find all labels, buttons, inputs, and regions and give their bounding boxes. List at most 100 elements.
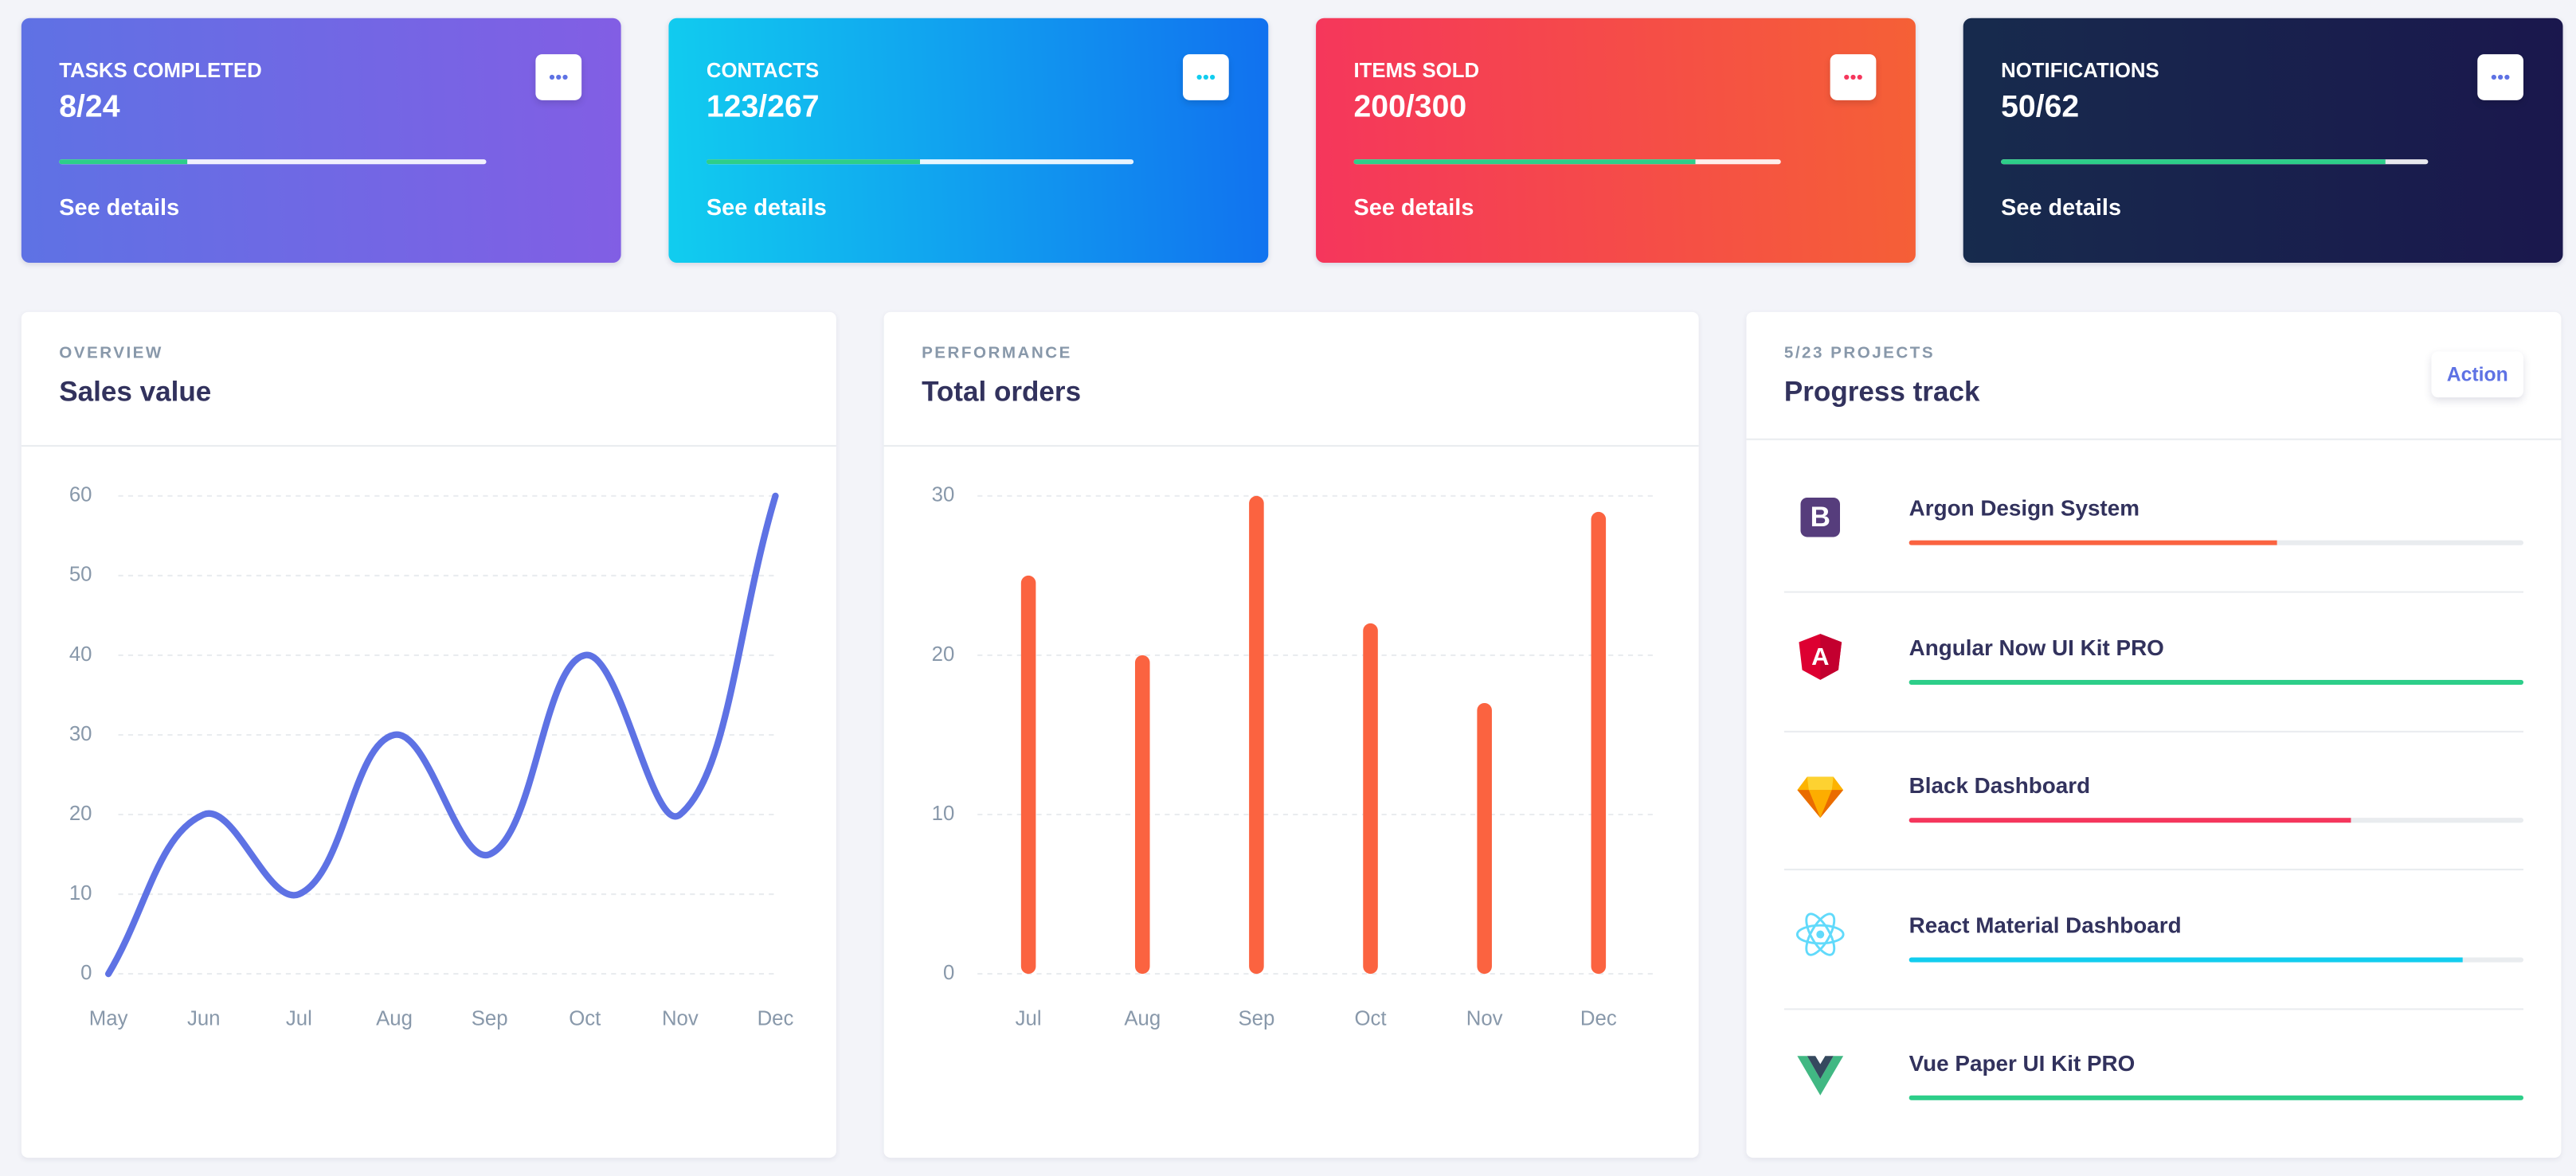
bar: [1249, 495, 1264, 975]
vue-icon: [1797, 1056, 1844, 1096]
project-name: Angular Now UI Kit PRO: [1909, 635, 2164, 660]
sketch-icon: [1797, 776, 1844, 819]
dot: [1844, 74, 1850, 80]
see-details-link[interactable]: See details: [59, 193, 180, 221]
more-icon: [1844, 74, 1862, 80]
x-tick-label: Dec: [758, 1008, 794, 1030]
y-tick-label: 30: [69, 723, 92, 745]
row-divider: [1783, 729, 2523, 732]
chart: 0 10 20 30 Jul Aug Sep Oct Nov Dec: [932, 484, 1653, 1030]
project-name: Vue Paper UI Kit PRO: [1909, 1051, 2136, 1076]
dot: [1203, 74, 1208, 80]
y-tick-label: 30: [932, 484, 955, 506]
project-progress-fill: [1909, 678, 2523, 685]
see-details-link[interactable]: See details: [1353, 193, 1474, 221]
overline: PERFORMANCE: [922, 345, 1072, 363]
panel: 5/23 PROJECTS Progress track Action Argon D…: [1746, 311, 2562, 1158]
chart: 0 10 20 30 40 50 60 May Jun Jul Aug Sep Oct Nov Dec: [69, 484, 794, 1030]
divider: [883, 444, 1699, 447]
dot: [2498, 74, 2504, 80]
progress-track: [1353, 159, 1781, 165]
more-icon: [549, 74, 568, 80]
svg-text:B: B: [1811, 502, 1830, 533]
more-button[interactable]: [1183, 54, 1229, 100]
x-tick-label: Aug: [1124, 1008, 1161, 1030]
x-tick-label: Nov: [662, 1008, 699, 1030]
project-name: Black Dashboard: [1909, 773, 2091, 799]
dot: [1857, 74, 1862, 80]
y-tick-label: 60: [69, 484, 92, 506]
stat-card: NOTIFICATIONS 50/62 See details: [1963, 18, 2563, 263]
dot: [1196, 74, 1202, 80]
y-tick-label: 20: [932, 643, 955, 666]
x-tick-label: Aug: [376, 1008, 413, 1030]
see-details-link[interactable]: See details: [2001, 193, 2122, 221]
dot: [562, 74, 568, 80]
x-tick-label: Oct: [569, 1008, 601, 1030]
overline: 5/23 PROJECTS: [1783, 345, 1936, 363]
more-button[interactable]: [1830, 54, 1877, 100]
x-tick-label: May: [89, 1008, 128, 1030]
x-tick-label: Sep: [1238, 1008, 1274, 1030]
line-series: [105, 492, 779, 978]
angular-icon: A: [1799, 634, 1842, 680]
x-tick-label: Jun: [187, 1008, 221, 1030]
progress-fill: [59, 159, 188, 165]
x-tick-label: Oct: [1354, 1008, 1386, 1030]
project-progress-track: [1909, 818, 2523, 823]
x-tick-label: Nov: [1466, 1008, 1503, 1030]
more-button[interactable]: [2477, 54, 2523, 100]
y-tick-label: 40: [69, 643, 92, 666]
stat-value: 123/267: [706, 90, 820, 125]
project-name: Argon Design System: [1909, 495, 2139, 521]
project-progress-fill: [1909, 818, 2351, 823]
more-icon: [2491, 74, 2510, 80]
x-tick-label: Jul: [286, 1008, 312, 1030]
stat-card: TASKS COMPLETED 8/24 See details: [21, 18, 621, 263]
x-tick-label: Dec: [1580, 1008, 1617, 1030]
stat-value: 8/24: [59, 90, 120, 125]
panel: OVERVIEW Sales value 0 10 20 30 40 50 60 May Jun Ju…: [21, 311, 836, 1158]
dot: [549, 74, 555, 80]
y-tick-label: 10: [932, 803, 955, 825]
project-progress-track: [1909, 1095, 2523, 1100]
see-details-link[interactable]: See details: [706, 193, 827, 221]
dot: [2504, 74, 2510, 80]
x-tick-label: Jul: [1016, 1008, 1042, 1030]
stat-value: 50/62: [2001, 90, 2080, 125]
bar: [1134, 654, 1150, 975]
action-button[interactable]: Action: [2431, 351, 2523, 398]
stat-title: TASKS COMPLETED: [59, 59, 262, 83]
dot: [1210, 74, 1216, 80]
dot: [556, 74, 562, 80]
more-button[interactable]: [535, 54, 582, 100]
project-progress-fill: [1909, 1095, 2523, 1100]
project-icons: B A: [1795, 497, 1845, 1096]
progress-track: [706, 159, 1134, 165]
x-tick-label: Sep: [472, 1008, 508, 1030]
panel: PERFORMANCE Total orders 0 10 20 30 Jul Aug Sep O…: [883, 311, 1699, 1158]
y-tick-label: 50: [69, 564, 92, 586]
more-icon: [1196, 74, 1216, 80]
panel-title: Sales value: [59, 376, 212, 408]
progress-track: [2001, 159, 2429, 165]
bootstrap-icon: B: [1800, 497, 1840, 537]
project-progress-track: [1909, 956, 2523, 962]
bar: [1020, 575, 1036, 975]
project-name: React Material Dashboard: [1909, 912, 2182, 937]
row-divider: [1783, 591, 2523, 593]
divider: [21, 444, 836, 447]
y-tick-label: 0: [943, 962, 954, 984]
row-divider: [1783, 1007, 2523, 1010]
panel-title: Progress track: [1783, 376, 1980, 408]
bar: [1363, 623, 1378, 975]
y-tick-label: 20: [69, 803, 92, 825]
stat-value: 200/300: [1353, 90, 1467, 125]
stat-title: NOTIFICATIONS: [2001, 59, 2159, 83]
progress-fill: [706, 159, 920, 165]
row-divider: [1783, 869, 2523, 871]
react-icon: [1795, 912, 1845, 956]
overline: OVERVIEW: [59, 345, 163, 363]
bar: [1477, 702, 1492, 975]
